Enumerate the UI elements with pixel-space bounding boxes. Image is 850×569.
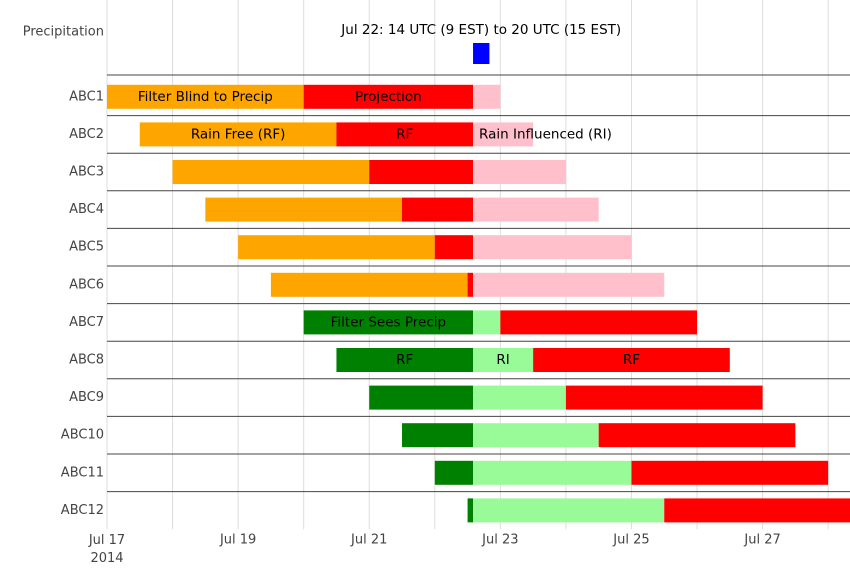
segment — [238, 235, 435, 260]
bars — [107, 43, 850, 523]
segment — [270, 272, 468, 297]
row-label: ABC9 — [69, 390, 104, 405]
segment — [369, 385, 474, 410]
precipitation-annotation: Jul 22: 14 UTC (9 EST) to 20 UTC (15 EST… — [340, 22, 621, 38]
row-label: ABC10 — [61, 428, 104, 443]
row-label: ABC3 — [69, 165, 104, 180]
x-tick-label: Jul 23 — [481, 533, 518, 548]
segment — [473, 84, 501, 109]
segment — [473, 160, 566, 184]
segment — [172, 160, 370, 184]
segment-label: RF — [396, 126, 413, 142]
segment — [402, 423, 474, 448]
segment-label: Rain Influenced (RI) — [479, 126, 612, 142]
row-label: ABC2 — [69, 127, 104, 142]
row-label: ABC1 — [69, 89, 104, 104]
segment-label: Filter Sees Precip — [331, 314, 446, 330]
segment — [205, 197, 403, 222]
x-tick-label: Jul 21 — [350, 533, 387, 548]
segment-label: RF — [623, 352, 640, 368]
segment — [473, 498, 665, 523]
segment — [473, 423, 599, 448]
segment — [369, 160, 474, 184]
segment — [500, 310, 698, 335]
row-label: ABC7 — [69, 315, 104, 330]
x-tick-label: Jul 17 2014 — [88, 533, 125, 566]
segment — [473, 122, 534, 147]
segment — [303, 310, 474, 335]
segment — [664, 498, 850, 523]
row-label: ABC12 — [61, 503, 104, 518]
segment — [565, 385, 763, 410]
grid — [106, 0, 850, 530]
segment — [467, 498, 474, 523]
segment — [473, 385, 566, 410]
segment — [303, 84, 474, 109]
segment — [467, 272, 474, 297]
segment — [336, 348, 474, 372]
row-label: ABC5 — [69, 240, 104, 255]
labels: Jul 17 2014 Jul 19 Jul 21 Jul 23 Jul 25 Jul 27… — [23, 22, 781, 566]
row-label: ABC4 — [69, 202, 104, 217]
x-tick-label: Jul 19 — [219, 533, 256, 548]
segment — [473, 348, 534, 372]
segment — [139, 122, 337, 147]
segment — [598, 423, 796, 448]
segment — [402, 197, 474, 222]
row-label: ABC11 — [61, 465, 104, 480]
segment — [473, 272, 665, 297]
segment — [473, 197, 599, 222]
row-label: ABC6 — [69, 277, 104, 292]
segment — [336, 122, 474, 147]
segment — [533, 348, 730, 372]
segment-label: Filter Blind to Precip — [138, 89, 273, 105]
segment — [434, 460, 474, 485]
segment-label: Projection — [355, 89, 422, 105]
precipitation-window — [473, 43, 490, 64]
segment — [473, 460, 632, 485]
x-tick-label: Jul 25 — [612, 533, 649, 548]
segment-label: RF — [396, 352, 413, 368]
row-label: ABC8 — [69, 353, 104, 368]
segment-label: RI — [496, 352, 509, 368]
segment — [631, 460, 829, 485]
segment — [434, 235, 474, 260]
x-tick-label: Jul 27 — [743, 533, 780, 548]
segment — [473, 235, 632, 260]
segment-label: Rain Free (RF) — [191, 126, 286, 142]
precipitation-label: Precipitation — [23, 25, 104, 40]
segment — [473, 310, 501, 335]
segment — [107, 84, 304, 109]
